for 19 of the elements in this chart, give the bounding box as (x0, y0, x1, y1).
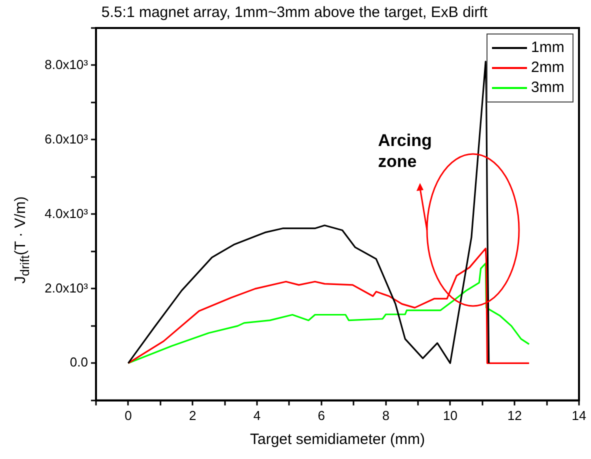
x-tick-label: 10 (442, 408, 458, 423)
x-tick-label: 6 (318, 408, 326, 423)
x-tick-label: 0 (124, 408, 132, 423)
legend-label: 3mm (531, 79, 564, 96)
legend-label: 2mm (531, 59, 564, 76)
y-tick-label: 4.0x10³ (44, 206, 89, 221)
x-tick-label: 8 (382, 408, 390, 423)
x-tick-label: 12 (507, 408, 522, 423)
y-tick-label: 2.0x10³ (44, 280, 89, 296)
legend-label: 1mm (531, 39, 564, 56)
x-tick-label: 2 (188, 408, 196, 423)
y-tick-label: 8.0x10³ (44, 56, 89, 72)
y-tick-label: 0.0 (70, 354, 88, 370)
x-axis-title: Target semidiameter (mm) (250, 431, 426, 448)
x-tick-label: 14 (572, 408, 586, 423)
x-tick-label: 4 (253, 408, 261, 423)
y-tick-label: 6.0x10³ (44, 131, 89, 146)
annotation: Arcing zone (378, 130, 433, 172)
chart-title: 5.5:1 magnet array, 1mm~3mm above the target, ExB dirft (101, 4, 488, 22)
